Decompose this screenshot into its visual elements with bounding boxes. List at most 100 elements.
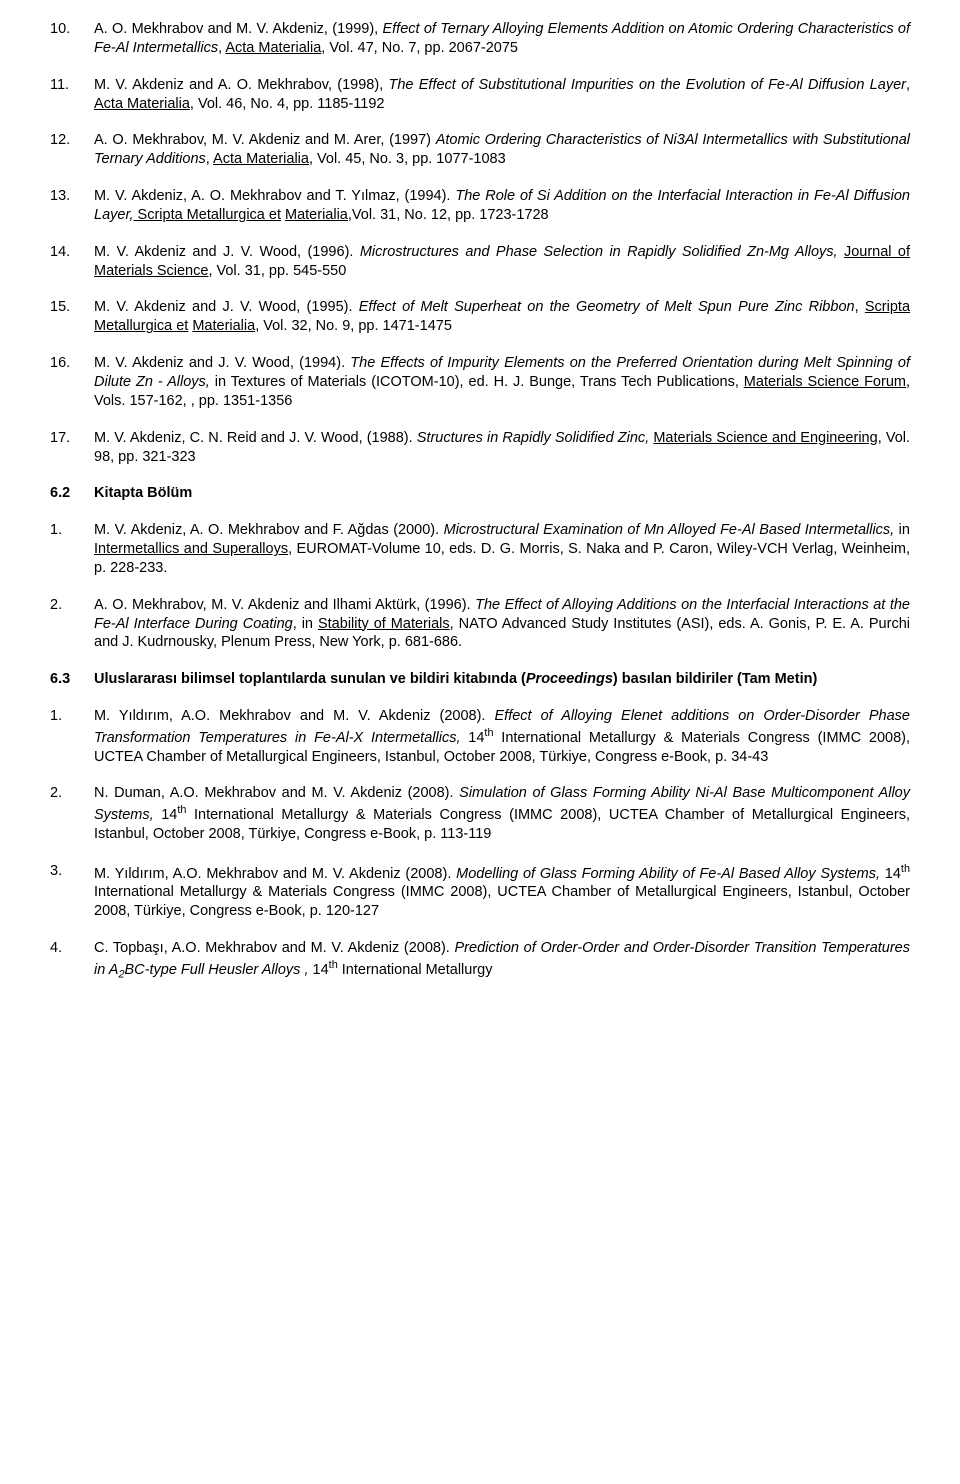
text-run: M. V. Akdeniz and J. V. Wood, (1995).	[94, 299, 359, 315]
text-run: International Metallurgy	[338, 962, 493, 978]
text-run: , Vol. 45, No. 3, pp. 1077-1083	[309, 151, 506, 167]
entry-number: 13.	[50, 187, 94, 225]
reference-entry: 14.M. V. Akdeniz and J. V. Wood, (1996).…	[50, 243, 910, 281]
text-run: ,	[855, 299, 865, 315]
entry-content: N. Duman, A.O. Mekhrabov and M. V. Akden…	[94, 784, 910, 843]
text-run: Materials Science Forum	[744, 374, 906, 390]
entry-content: M. V. Akdeniz and J. V. Wood, (1996). Mi…	[94, 243, 910, 281]
text-run: C. Topbaşı, A.O. Mekhrabov and M. V. Akd…	[94, 940, 455, 956]
reference-entry: 11.M. V. Akdeniz and A. O. Mekhrabov, (1…	[50, 76, 910, 114]
text-run: Structures in Rapidly Solidified Zinc,	[417, 430, 649, 446]
text-run: The Effect of Substitutional Impurities …	[389, 77, 906, 93]
text-run: , Vol. 32, No. 9, pp. 1471-1475	[255, 318, 452, 334]
text-run: Materialia	[192, 318, 255, 334]
reference-entry: 2.N. Duman, A.O. Mekhrabov and M. V. Akd…	[50, 784, 910, 843]
entry-number: 3.	[50, 862, 94, 921]
reference-entry: 2.A. O. Mekhrabov, M. V. Akdeniz and Ilh…	[50, 596, 910, 653]
text-run: BC-type Full Heusler Alloys ,	[125, 962, 309, 978]
reference-entry: 16.M. V. Akdeniz and J. V. Wood, (1994).…	[50, 354, 910, 411]
references-block: 10.A. O. Mekhrabov and M. V. Akdeniz, (1…	[50, 20, 910, 466]
text-run: Scripta Metallurgica et	[134, 207, 281, 223]
text-run: M. V. Akdeniz and J. V. Wood, (1996).	[94, 244, 360, 260]
entry-content: M. V. Akdeniz and J. V. Wood, (1995). Ef…	[94, 298, 910, 336]
entry-content: C. Topbaşı, A.O. Mekhrabov and M. V. Akd…	[94, 939, 910, 982]
entry-number: 1.	[50, 521, 94, 578]
reference-entry: 3.M. Yıldırım, A.O. Mekhrabov and M. V. …	[50, 862, 910, 921]
entry-content: M. Yıldırım, A.O. Mekhrabov and M. V. Ak…	[94, 707, 910, 766]
section-number: 6.3	[50, 670, 94, 689]
entry-number: 11.	[50, 76, 94, 114]
entry-number: 10.	[50, 20, 94, 58]
entry-content: A. O. Mekhrabov, M. V. Akdeniz and Ilham…	[94, 596, 910, 653]
text-run: M. V. Akdeniz, C. N. Reid and J. V. Wood…	[94, 430, 417, 446]
section-6.3-heading: 6.3 Uluslararası bilimsel toplantılarda …	[50, 670, 910, 689]
entry-number: 4.	[50, 939, 94, 982]
text-run: Effect of Melt Superheat on the Geometry…	[359, 299, 855, 315]
text-run: M. V. Akdeniz, A. O. Mekhrabov and T. Yı…	[94, 188, 455, 204]
entry-number: 2.	[50, 596, 94, 653]
entry-content: M. Yıldırım, A.O. Mekhrabov and M. V. Ak…	[94, 862, 910, 921]
reference-entry: 4.C. Topbaşı, A.O. Mekhrabov and M. V. A…	[50, 939, 910, 982]
text-run: N. Duman, A.O. Mekhrabov and M. V. Akden…	[94, 785, 459, 801]
text-run: ,Vol. 31, No. 12, pp. 1723-1728	[348, 207, 549, 223]
text-run: Materials Science and Engineering	[653, 430, 877, 446]
entry-content: A. O. Mekhrabov, M. V. Akdeniz and M. Ar…	[94, 131, 910, 169]
reference-entry: 12.A. O. Mekhrabov, M. V. Akdeniz and M.…	[50, 131, 910, 169]
entry-number: 2.	[50, 784, 94, 843]
reference-entry: 17.M. V. Akdeniz, C. N. Reid and J. V. W…	[50, 429, 910, 467]
text-run: 14	[309, 962, 329, 978]
text-run: , in	[293, 616, 318, 632]
reference-entry: 10.A. O. Mekhrabov and M. V. Akdeniz, (1…	[50, 20, 910, 58]
section-title: Kitapta Bölüm	[94, 484, 192, 503]
text-run: th	[901, 863, 910, 875]
text-run: Acta Materialia	[94, 96, 190, 112]
entry-content: M. V. Akdeniz and J. V. Wood, (1994). Th…	[94, 354, 910, 411]
section-6.2-heading: 6.2 Kitapta Bölüm	[50, 484, 910, 503]
text-run: Microstructures and Phase Selection in R…	[360, 244, 838, 260]
text-run: A. O. Mekhrabov, M. V. Akdeniz and M. Ar…	[94, 132, 436, 148]
text-run: International Metallurgy & Materials Con…	[94, 884, 910, 919]
section-title-text: Uluslararası bilimsel toplantılarda sunu…	[94, 671, 526, 687]
entry-content: M. V. Akdeniz and A. O. Mekhrabov, (1998…	[94, 76, 910, 114]
reference-entry: 1.M. Yıldırım, A.O. Mekhrabov and M. V. …	[50, 707, 910, 766]
section-number: 6.2	[50, 484, 94, 503]
proceedings-block: 1.M. Yıldırım, A.O. Mekhrabov and M. V. …	[50, 707, 910, 982]
text-run: M. V. Akdeniz and A. O. Mekhrabov, (1998…	[94, 77, 389, 93]
entry-number: 1.	[50, 707, 94, 766]
reference-entry: 15.M. V. Akdeniz and J. V. Wood, (1995).…	[50, 298, 910, 336]
entry-number: 17.	[50, 429, 94, 467]
reference-entry: 13.M. V. Akdeniz, A. O. Mekhrabov and T.…	[50, 187, 910, 225]
text-run: , Vol. 31, pp. 545-550	[208, 263, 346, 279]
text-run: A. O. Mekhrabov, M. V. Akdeniz and Ilham…	[94, 597, 475, 613]
text-run: in Textures of Materials (ICOTOM-10), ed…	[210, 374, 744, 390]
text-run: ,	[206, 151, 213, 167]
text-run: Materialia	[285, 207, 348, 223]
entry-number: 16.	[50, 354, 94, 411]
entry-content: M. V. Akdeniz, C. N. Reid and J. V. Wood…	[94, 429, 910, 467]
text-run: 14	[154, 807, 178, 823]
text-run: M. Yıldırım, A.O. Mekhrabov and M. V. Ak…	[94, 708, 495, 724]
text-run: 14	[460, 730, 484, 746]
text-run: Acta Materialia	[213, 151, 309, 167]
entry-content: A. O. Mekhrabov and M. V. Akdeniz, (1999…	[94, 20, 910, 58]
text-run: M. V. Akdeniz and J. V. Wood, (1994).	[94, 355, 350, 371]
text-run: th	[329, 959, 338, 971]
text-run: Modelling of Glass Forming Ability of Fe…	[456, 866, 880, 882]
section-title-text: ) basılan bildiriler (Tam Metin)	[613, 671, 817, 687]
entry-number: 15.	[50, 298, 94, 336]
text-run: in	[894, 522, 910, 538]
section-title-italic: Proceedings	[526, 671, 613, 687]
text-run: , Vol. 47, No. 7, pp. 2067-2075	[321, 40, 518, 56]
text-run: , Vol. 46, No. 4, pp. 1185-1192	[190, 96, 385, 112]
text-run: Intermetallics and Superalloys	[94, 541, 288, 557]
text-run: A. O. Mekhrabov and M. V. Akdeniz, (1999…	[94, 21, 382, 37]
section-title: Uluslararası bilimsel toplantılarda sunu…	[94, 670, 817, 689]
text-run: 14	[880, 866, 901, 882]
book-chapters-block: 1.M. V. Akdeniz, A. O. Mekhrabov and F. …	[50, 521, 910, 652]
text-run: Microstructural Examination of Mn Alloye…	[444, 522, 895, 538]
text-run: ,	[906, 77, 910, 93]
page-container: 10.A. O. Mekhrabov and M. V. Akdeniz, (1…	[0, 0, 960, 1020]
text-run: International Metallurgy & Materials Con…	[94, 807, 910, 842]
text-run: Stability of Materials	[318, 616, 450, 632]
entry-content: M. V. Akdeniz, A. O. Mekhrabov and F. Ağ…	[94, 521, 910, 578]
